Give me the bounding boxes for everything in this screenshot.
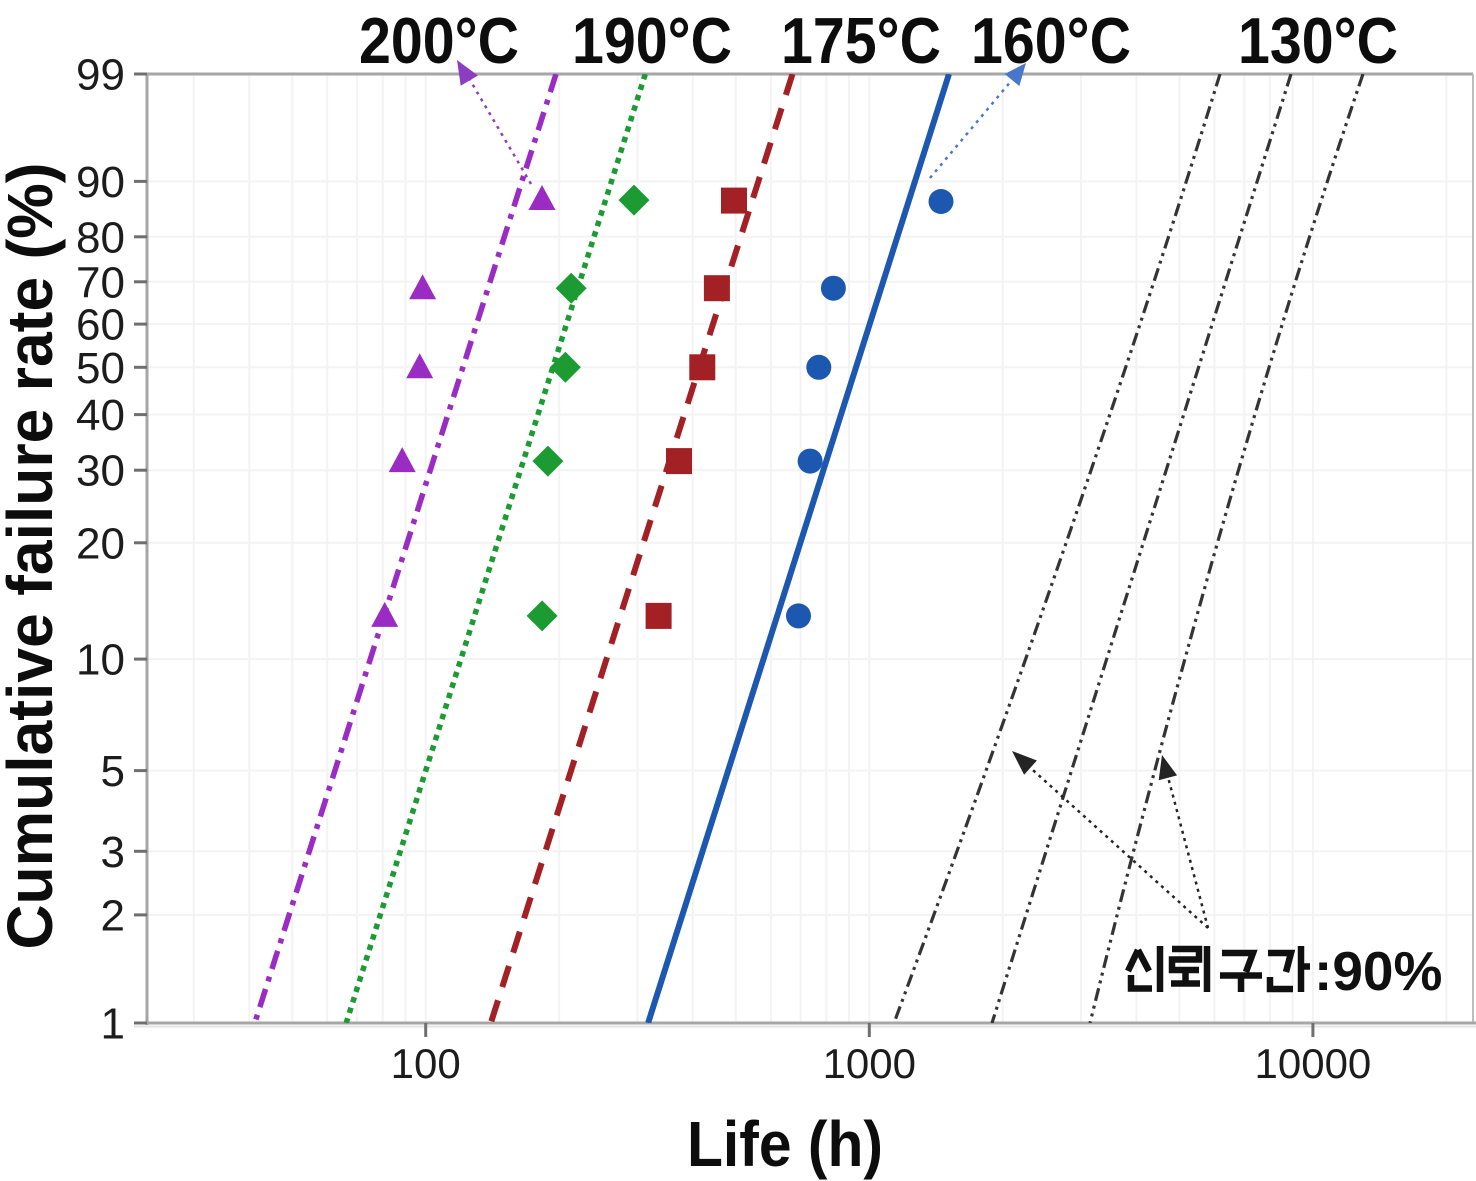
svg-text:1000: 1000 [823,1040,916,1087]
svg-text::90%: :90% [1314,940,1442,1002]
svg-text:200°C: 200°C [359,4,519,77]
svg-text:99: 99 [76,51,125,100]
svg-text:1: 1 [101,1000,125,1049]
svg-text:10: 10 [76,636,125,685]
svg-text:90: 90 [76,158,125,207]
svg-text:160°C: 160°C [971,4,1131,77]
svg-text:Cumulative failure rate (%): Cumulative failure rate (%) [0,163,66,950]
svg-text:130°C: 130°C [1238,4,1398,77]
svg-text:70: 70 [76,258,125,307]
svg-text:50: 50 [76,344,125,393]
svg-text:190°C: 190°C [572,4,732,77]
svg-text:60: 60 [76,301,125,350]
svg-text:100: 100 [391,1040,461,1087]
svg-text:30: 30 [76,447,125,496]
svg-text:3: 3 [101,828,125,877]
svg-text:Life (h): Life (h) [687,1108,883,1180]
svg-text:80: 80 [76,213,125,262]
svg-text:175°C: 175°C [781,4,941,77]
svg-text:2: 2 [101,891,125,940]
svg-text:10000: 10000 [1255,1040,1372,1087]
svg-text:20: 20 [76,519,125,568]
svg-text:5: 5 [101,747,125,796]
svg-text:40: 40 [76,391,125,440]
